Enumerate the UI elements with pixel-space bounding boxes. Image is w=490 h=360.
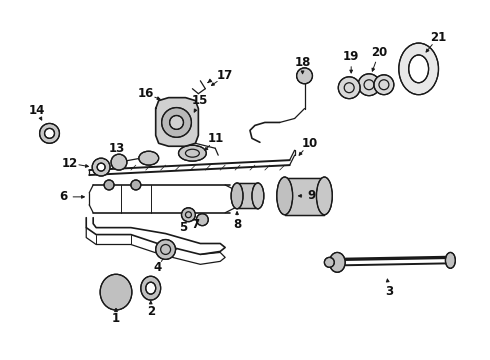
Circle shape (196, 214, 208, 226)
Text: 15: 15 (192, 94, 209, 107)
Ellipse shape (409, 55, 429, 83)
Circle shape (170, 116, 183, 129)
Text: 14: 14 (28, 104, 45, 117)
Text: 13: 13 (109, 142, 125, 155)
Text: 11: 11 (208, 132, 224, 145)
Text: 19: 19 (343, 50, 359, 63)
Polygon shape (285, 178, 324, 215)
Ellipse shape (445, 252, 455, 268)
Circle shape (358, 74, 380, 96)
Ellipse shape (252, 183, 264, 209)
Circle shape (324, 257, 334, 267)
Circle shape (156, 239, 175, 260)
Text: 12: 12 (61, 157, 77, 170)
Text: 6: 6 (59, 190, 68, 203)
Ellipse shape (178, 145, 206, 161)
Text: 10: 10 (301, 137, 318, 150)
Text: 9: 9 (307, 189, 316, 202)
Circle shape (97, 163, 105, 171)
Text: 2: 2 (147, 306, 155, 319)
Ellipse shape (231, 183, 243, 209)
Circle shape (181, 208, 196, 222)
Text: 3: 3 (385, 285, 393, 298)
Circle shape (374, 75, 394, 95)
Ellipse shape (141, 276, 161, 300)
Ellipse shape (139, 151, 159, 165)
Ellipse shape (100, 274, 132, 310)
Polygon shape (237, 183, 258, 208)
Circle shape (296, 68, 313, 84)
Ellipse shape (329, 252, 345, 272)
Circle shape (45, 129, 54, 138)
Text: 18: 18 (294, 57, 311, 69)
Text: 17: 17 (217, 69, 233, 82)
Ellipse shape (146, 282, 156, 294)
Text: 8: 8 (233, 218, 241, 231)
Circle shape (162, 108, 192, 137)
Text: 1: 1 (112, 312, 120, 325)
Circle shape (92, 158, 110, 176)
Circle shape (338, 77, 360, 99)
Text: 21: 21 (430, 31, 446, 44)
Circle shape (104, 180, 114, 190)
Text: 5: 5 (179, 221, 188, 234)
Text: 16: 16 (138, 87, 154, 100)
Circle shape (131, 180, 141, 190)
Ellipse shape (399, 43, 439, 95)
Text: 20: 20 (371, 46, 387, 59)
Ellipse shape (317, 177, 332, 215)
Text: 4: 4 (153, 261, 162, 274)
Polygon shape (156, 98, 198, 146)
Text: 7: 7 (191, 218, 199, 231)
Ellipse shape (277, 177, 293, 215)
Circle shape (111, 154, 127, 170)
Circle shape (40, 123, 59, 143)
